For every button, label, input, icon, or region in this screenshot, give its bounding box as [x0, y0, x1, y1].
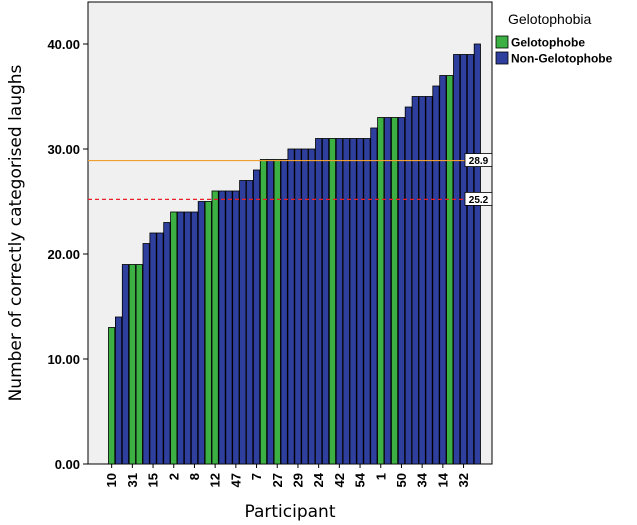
bar: [459, 54, 468, 465]
bar: [404, 106, 412, 465]
bar: [266, 159, 274, 465]
y-tick-label: 40.00: [47, 37, 80, 52]
bar: [287, 148, 295, 465]
bar: [197, 201, 205, 465]
x-tick-label: 47: [228, 473, 243, 487]
bar: [411, 96, 419, 465]
y-tick-label: 30.00: [47, 142, 80, 157]
bar: [370, 127, 378, 465]
x-axis: 10 31 15 2 8 12 47 7 27 29 24 42 54 1 50 34 14 32: [104, 464, 471, 487]
bar: [356, 138, 364, 465]
bar: [190, 211, 199, 465]
bar: [252, 169, 261, 465]
bar: [335, 138, 343, 465]
y-tick-label: 20.00: [47, 247, 80, 262]
bar: [204, 201, 212, 465]
legend-title: Gelotophobia: [508, 11, 592, 27]
y-tick-label: 0.00: [55, 457, 80, 472]
bar: [308, 148, 316, 465]
bar: [177, 211, 185, 465]
x-tick-label: 32: [456, 473, 471, 487]
bar: [239, 180, 247, 465]
y-axis: 0.00 10.00 20.00 30.00 40.00: [47, 37, 88, 472]
bar: [121, 264, 130, 465]
bar: [397, 117, 405, 465]
bar: [246, 180, 254, 465]
bar: [218, 190, 226, 465]
bar: [342, 138, 350, 465]
x-tick-label: 29: [290, 473, 305, 487]
x-tick-label: 54: [353, 472, 368, 487]
bar: [211, 190, 219, 465]
bar: [273, 159, 281, 465]
reference-lines: 28.9 25.2: [88, 153, 493, 206]
bar: [294, 148, 302, 465]
bar: [142, 243, 150, 465]
x-tick-label: 15: [146, 473, 161, 487]
bar: [301, 148, 309, 465]
reference-label-box: [464, 191, 493, 206]
x-tick-label: 50: [394, 473, 409, 487]
bar: [170, 211, 178, 465]
x-tick-label: 12: [208, 473, 223, 487]
bar: [149, 232, 157, 465]
x-tick-label: 27: [270, 473, 285, 487]
bar: [259, 159, 267, 465]
x-tick-label: 14: [435, 472, 450, 487]
bar: [363, 138, 371, 465]
legend-label: Gelotophobe: [511, 36, 585, 50]
bar: [183, 211, 192, 465]
y-axis-title: Number of correctly categorised laughs: [6, 64, 26, 401]
bar: [473, 43, 481, 465]
bar: [315, 138, 323, 465]
bar: [439, 75, 447, 465]
bar: [466, 54, 474, 465]
x-tick-label: 31: [125, 473, 140, 487]
bar: [328, 138, 336, 465]
x-tick-label: 34: [415, 472, 430, 487]
x-tick-label: 10: [104, 473, 119, 487]
bar: [108, 327, 116, 465]
bar: [377, 117, 385, 465]
legend-swatch: [495, 51, 509, 65]
bar-group: [108, 43, 481, 465]
reference-label: 28.9: [469, 156, 489, 167]
bar: [135, 264, 143, 465]
bar: [156, 232, 164, 465]
x-tick-label: 1: [373, 473, 388, 480]
x-tick-label: 42: [332, 473, 347, 487]
legend-swatch: [495, 35, 509, 49]
legend: Gelotophobia Gelotophobe Non-Gelotophobe: [495, 11, 613, 66]
bar: [225, 190, 233, 465]
bar: [418, 96, 426, 465]
bar: [321, 138, 330, 465]
bar: [384, 117, 392, 465]
y-tick-label: 10.00: [47, 352, 80, 367]
bar: [453, 54, 461, 465]
bar: [446, 75, 454, 465]
bar: [163, 222, 171, 465]
reference-label-box: [464, 153, 493, 167]
bar: [280, 159, 288, 465]
x-tick-label: 7: [249, 473, 264, 480]
bar: [232, 190, 240, 465]
x-tick-label: 24: [311, 472, 326, 487]
legend-label: Non-Gelotophobe: [511, 52, 613, 66]
x-axis-title: Participant: [244, 502, 335, 522]
bar: [425, 96, 433, 465]
x-tick-label: 2: [166, 473, 181, 480]
x-tick-label: 8: [187, 473, 202, 480]
reference-label: 25.2: [469, 195, 489, 206]
bar: [432, 85, 440, 465]
bar: [115, 316, 123, 465]
bar: [128, 264, 136, 465]
bar: [390, 117, 399, 465]
bar: [349, 138, 357, 465]
